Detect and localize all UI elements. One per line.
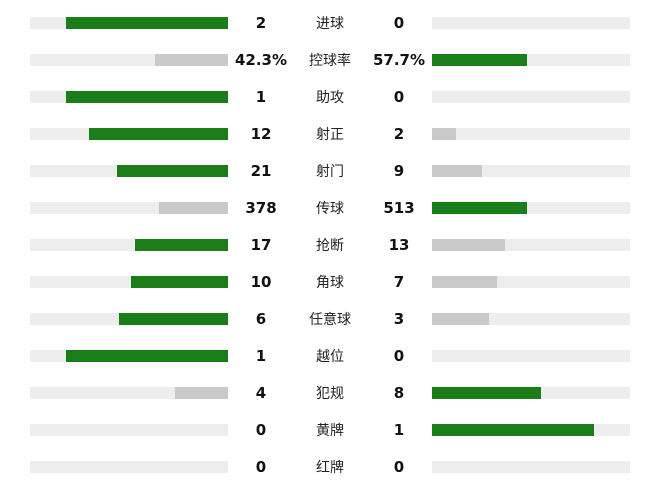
left-bar — [89, 127, 228, 140]
right-bar-track — [432, 313, 630, 326]
left-value: 4 — [255, 384, 267, 403]
stat-row: 21 射门 9 — [0, 154, 660, 188]
left-bar — [65, 16, 228, 29]
stat-label: 进球 — [316, 15, 344, 32]
right-bar — [432, 313, 490, 326]
right-bar-track — [432, 275, 630, 288]
stat-label: 黄牌 — [316, 423, 344, 440]
right-bar-track — [432, 16, 630, 29]
left-value: 2 — [255, 13, 267, 32]
stat-label: 红牌 — [316, 460, 344, 477]
left-value: 378 — [245, 198, 277, 217]
stat-label: 控球率 — [309, 52, 351, 69]
left-bar — [119, 313, 228, 326]
stat-row: 0 红牌 0 — [0, 450, 660, 484]
left-bar-track — [30, 90, 228, 103]
left-bar — [158, 201, 228, 214]
right-value: 3 — [393, 310, 405, 329]
left-bar-track — [30, 238, 228, 251]
left-bar-track — [30, 350, 228, 363]
right-value: 0 — [393, 347, 405, 366]
stat-row: 378 传球 513 — [0, 191, 660, 225]
right-bar — [432, 164, 482, 177]
left-bar-track — [30, 424, 228, 437]
right-value: 0 — [393, 458, 405, 477]
left-bar — [174, 387, 228, 400]
right-value: 9 — [393, 161, 405, 180]
stat-label: 助攻 — [316, 89, 344, 106]
right-value: 0 — [393, 13, 405, 32]
left-bar — [134, 238, 228, 251]
stat-label: 越位 — [316, 349, 344, 366]
left-bar-track — [30, 16, 228, 29]
right-bar-track — [432, 127, 630, 140]
stat-row: 1 助攻 0 — [0, 80, 660, 114]
left-value: 1 — [255, 347, 267, 366]
stat-row: 1 越位 0 — [0, 339, 660, 373]
stat-label: 传球 — [316, 200, 344, 217]
left-value: 17 — [250, 235, 272, 254]
stat-row: 17 抢断 13 — [0, 228, 660, 262]
right-value: 513 — [383, 198, 415, 217]
left-bar-track — [30, 387, 228, 400]
left-value: 6 — [255, 310, 267, 329]
right-value: 13 — [388, 235, 410, 254]
left-bar-track — [30, 127, 228, 140]
right-value: 1 — [393, 421, 405, 440]
right-bar-track — [432, 164, 630, 177]
stat-row: 6 任意球 3 — [0, 302, 660, 336]
right-value: 0 — [393, 87, 405, 106]
left-bar — [117, 164, 228, 177]
stat-row: 42.3% 控球率 57.7% — [0, 43, 660, 77]
right-bar — [432, 387, 541, 400]
left-value: 0 — [255, 421, 267, 440]
left-value: 42.3% — [234, 50, 288, 69]
stat-row: 2 进球 0 — [0, 6, 660, 40]
right-bar — [432, 275, 498, 288]
right-bar-track — [432, 238, 630, 251]
left-bar-track — [30, 164, 228, 177]
left-bar-track — [30, 201, 228, 214]
left-bar — [65, 90, 228, 103]
right-value: 7 — [393, 272, 405, 291]
right-bar — [432, 424, 595, 437]
right-bar-track — [432, 424, 630, 437]
stat-label: 射正 — [316, 126, 344, 143]
right-bar-track — [432, 387, 630, 400]
right-value: 8 — [393, 384, 405, 403]
stat-label: 任意球 — [309, 312, 351, 329]
stat-label: 抢断 — [316, 237, 344, 254]
left-bar-track — [30, 313, 228, 326]
left-bar — [130, 275, 228, 288]
left-value: 12 — [250, 124, 272, 143]
left-value: 21 — [250, 161, 272, 180]
right-bar-track — [432, 90, 630, 103]
left-bar-track — [30, 461, 228, 474]
right-bar — [432, 127, 456, 140]
stat-label: 射门 — [316, 163, 344, 180]
right-bar-track — [432, 461, 630, 474]
left-bar — [65, 350, 228, 363]
stat-row: 0 黄牌 1 — [0, 413, 660, 447]
left-value: 1 — [255, 87, 267, 106]
right-bar-track — [432, 350, 630, 363]
left-value: 0 — [255, 458, 267, 477]
left-bar-track — [30, 275, 228, 288]
right-bar-track — [432, 201, 630, 214]
left-value: 10 — [250, 272, 272, 291]
right-bar — [432, 238, 506, 251]
left-bar — [154, 53, 228, 66]
right-value: 2 — [393, 124, 405, 143]
stat-row: 10 角球 7 — [0, 265, 660, 299]
stat-label: 角球 — [316, 274, 344, 291]
stat-row: 12 射正 2 — [0, 117, 660, 151]
right-value: 57.7% — [372, 50, 426, 69]
stat-row: 4 犯规 8 — [0, 376, 660, 410]
right-bar — [432, 53, 528, 66]
stat-label: 犯规 — [316, 386, 344, 403]
left-bar-track — [30, 53, 228, 66]
right-bar-track — [432, 53, 630, 66]
right-bar — [432, 201, 528, 214]
